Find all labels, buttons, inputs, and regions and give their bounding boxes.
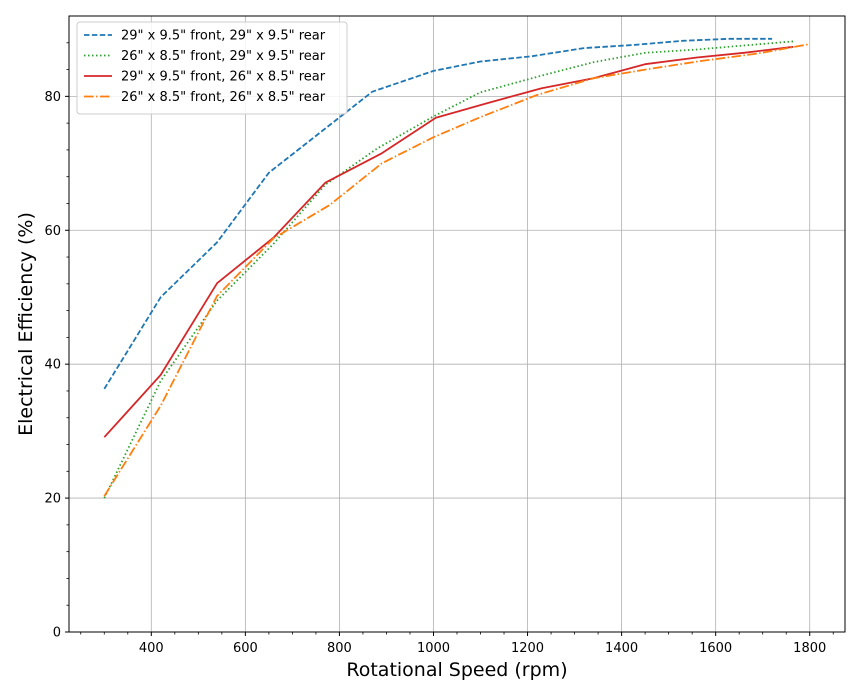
y-axis-label: Electrical Efficiency (%) — [15, 212, 37, 436]
x-tick-label: 1600 — [699, 641, 732, 656]
x-tick-label: 800 — [327, 641, 352, 656]
series-lines — [103, 37, 810, 499]
legend: 29" x 9.5" front, 29" x 9.5" rear 26" x 8… — [76, 21, 348, 115]
axis-ticks: 400 600 800 1000 1200 1400 1600 1800 0 20 40 60 80 — [44, 42, 834, 656]
y-tick-label: 60 — [44, 224, 61, 239]
x-tick-label: 600 — [233, 641, 258, 656]
y-tick-label: 20 — [44, 492, 61, 507]
legend-box — [76, 21, 348, 115]
y-tick-label: 80 — [44, 90, 61, 105]
series-line-3 — [103, 45, 794, 438]
legend-label-1: 29" x 9.5" front, 29" x 9.5" rear — [121, 29, 326, 44]
y-tick-label: 0 — [53, 626, 61, 641]
legend-label-4: 26" x 8.5" front, 26" x 8.5" rear — [121, 90, 326, 105]
series-line-2 — [103, 40, 794, 499]
x-tick-label: 1200 — [511, 641, 544, 656]
x-tick-label: 1800 — [793, 641, 826, 656]
x-tick-label: 1400 — [605, 641, 638, 656]
x-tick-label: 400 — [139, 641, 164, 656]
y-tick-label: 40 — [44, 358, 61, 373]
series-line-4 — [103, 43, 810, 497]
legend-label-3: 29" x 9.5" front, 26" x 8.5" rear — [121, 70, 326, 85]
legend-label-2: 26" x 8.5" front, 29" x 9.5" rear — [121, 49, 326, 64]
x-axis-label: Rotational Speed (rpm) — [346, 659, 567, 681]
x-tick-label: 1000 — [417, 641, 450, 656]
series-line-1 — [103, 37, 773, 390]
